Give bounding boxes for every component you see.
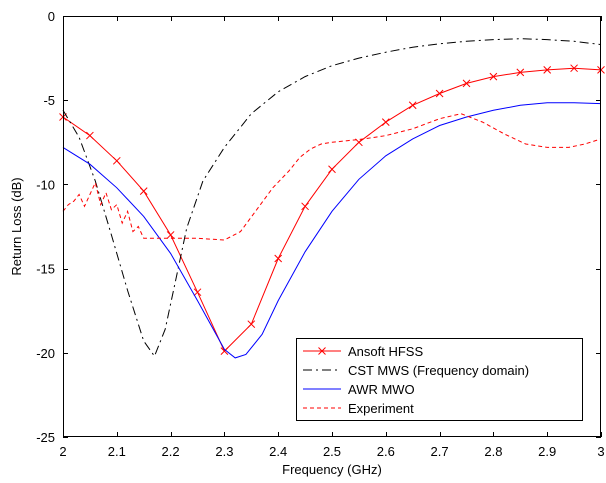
x-tick-label: 2.1 [108, 444, 126, 459]
series-marker [112, 156, 121, 165]
series-marker [381, 118, 390, 126]
series-line-2 [62, 102, 602, 359]
y-tick-label: -15 [36, 262, 55, 277]
series-marker [462, 79, 471, 88]
series-layer [59, 38, 605, 359]
x-axis-title: Frequency (GHz) [282, 462, 382, 477]
series-line-1 [62, 38, 602, 358]
legend-label: CST MWS (Frequency domain) [348, 363, 529, 378]
series-marker [408, 101, 417, 110]
series-marker [247, 320, 256, 329]
series-marker [220, 347, 229, 355]
series-marker [86, 131, 94, 140]
x-tick-label: 2.8 [484, 444, 502, 459]
x-tick-label: 2.4 [269, 444, 287, 459]
legend: Ansoft HFSS CST MWS (Frequency domain) AWR… [296, 338, 583, 421]
y-tick-label: -20 [36, 346, 55, 361]
legend-box [296, 338, 583, 421]
series-marker [435, 89, 444, 98]
series-line-3 [62, 113, 602, 241]
x-tick-label: 2.9 [538, 444, 556, 459]
legend-label: Experiment [348, 401, 414, 416]
series-marker [301, 202, 309, 211]
y-tick-label: -5 [43, 93, 55, 108]
series-marker [570, 64, 578, 73]
y-tick-label: -10 [36, 177, 55, 192]
y-tick-label: -25 [36, 430, 55, 445]
ticks-layer: 2 2.1 2.2 2.3 2.4 2.5 2.6 2.7 2.8 2.9 3 0 -5 -10 -15 -2… [36, 9, 604, 459]
series-marker [139, 187, 148, 195]
series-marker [516, 68, 525, 77]
legend-label: Ansoft HFSS [348, 344, 423, 359]
series-marker [328, 165, 336, 174]
y-axis-title: Return Loss (dB) [9, 177, 24, 275]
series-marker [166, 231, 175, 239]
x-tick-label: 2.3 [215, 444, 233, 459]
series-marker [274, 254, 283, 263]
series-marker [193, 288, 202, 297]
x-tick-label: 2 [59, 444, 66, 459]
x-tick-label: 2.6 [377, 444, 395, 459]
x-tick-label: 2.7 [431, 444, 449, 459]
x-tick-label: 3 [597, 444, 604, 459]
x-tick-label: 2.5 [323, 444, 341, 459]
y-tick-label: 0 [48, 9, 55, 24]
x-tick-label: 2.2 [162, 444, 180, 459]
series-marker [543, 66, 552, 74]
series-marker [489, 72, 498, 81]
legend-marker [318, 347, 326, 355]
legend-label: AWR MWO [348, 382, 415, 397]
